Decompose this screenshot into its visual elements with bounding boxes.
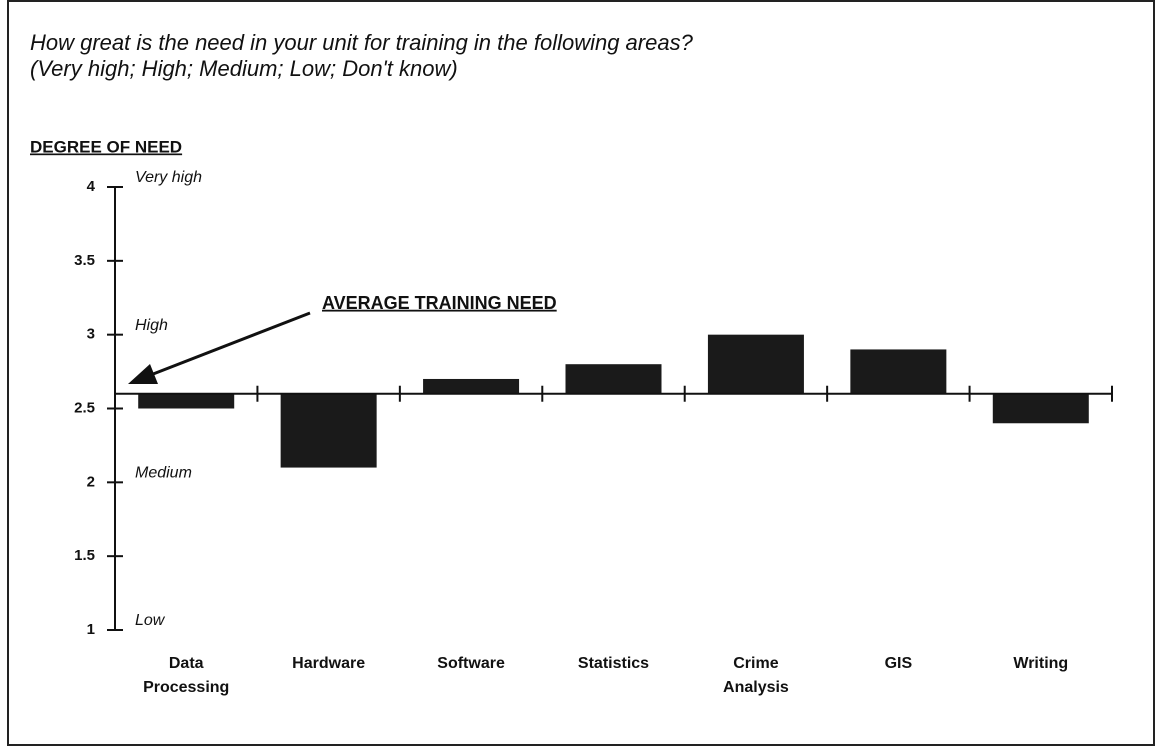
- level-label: Low: [135, 612, 166, 629]
- y-tick-label: 3.5: [74, 252, 95, 269]
- frame: [7, 0, 1155, 746]
- bar: [850, 349, 947, 394]
- y-tick-label: 1.5: [74, 547, 95, 564]
- chart-title: How great is the need in your unit for t…: [30, 30, 694, 55]
- arrow-head: [128, 364, 158, 384]
- level-label: High: [135, 317, 168, 334]
- y-tick-label: 3: [87, 326, 95, 343]
- level-label: Very high: [135, 169, 202, 186]
- x-tick-label: Writing: [1013, 655, 1069, 672]
- bar: [423, 378, 520, 394]
- x-tick-label: Software: [437, 655, 505, 672]
- y-tick-label: 4: [87, 178, 96, 195]
- arrow: [147, 311, 311, 378]
- y-tick-label: 1: [87, 621, 95, 638]
- bar: [280, 393, 377, 468]
- annotation: AVERAGE TRAINING NEED: [322, 293, 557, 313]
- x-tick-label: Hardware: [292, 655, 366, 672]
- x-tick-label: Crime Analysis: [723, 655, 789, 696]
- bar: [992, 393, 1089, 424]
- y-tick-label: 2: [87, 473, 95, 490]
- bar: [138, 393, 235, 409]
- y-tick-label: 2.5: [74, 399, 95, 416]
- x-tick-label: GIS: [884, 655, 913, 672]
- bar: [707, 334, 804, 394]
- x-tick-label: Statistics: [577, 655, 650, 672]
- level-label: Medium: [135, 465, 192, 482]
- chart-subtitle: (Very high; High; Medium; Low; Don't kno…: [30, 56, 458, 81]
- y-axis-label: DEGREE OF NEED: [30, 137, 182, 156]
- bar: [565, 364, 662, 394]
- x-tick-label: Data Processing: [143, 655, 230, 696]
